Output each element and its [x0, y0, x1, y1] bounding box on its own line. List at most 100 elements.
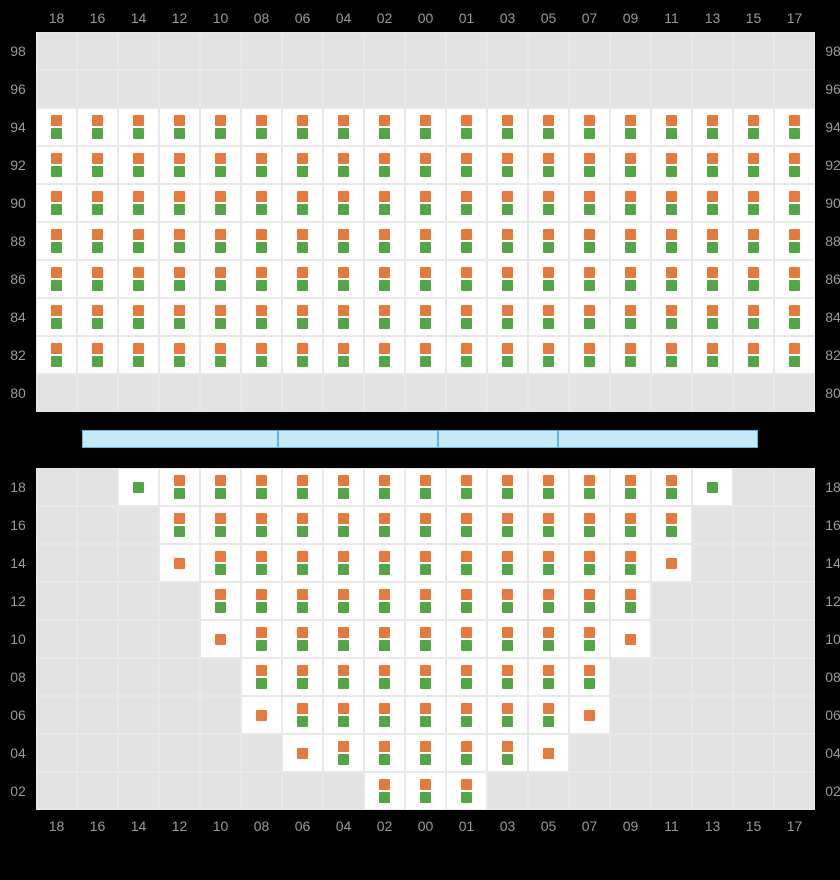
seat-cell[interactable]	[323, 468, 364, 506]
seat-cell[interactable]	[364, 696, 405, 734]
seat-cell[interactable]	[364, 260, 405, 298]
seat-cell[interactable]	[241, 696, 282, 734]
seat-cell[interactable]	[774, 184, 815, 222]
seat-cell[interactable]	[200, 582, 241, 620]
seat-cell[interactable]	[118, 468, 159, 506]
seat-cell[interactable]	[364, 336, 405, 374]
seat-cell[interactable]	[118, 146, 159, 184]
seat-cell[interactable]	[323, 544, 364, 582]
seat-cell[interactable]	[159, 184, 200, 222]
seat-cell[interactable]	[569, 298, 610, 336]
seat-cell[interactable]	[528, 582, 569, 620]
seat-cell[interactable]	[774, 260, 815, 298]
seat-cell[interactable]	[241, 184, 282, 222]
seat-cell[interactable]	[282, 336, 323, 374]
seat-cell[interactable]	[159, 260, 200, 298]
seat-cell[interactable]	[569, 658, 610, 696]
seat-cell[interactable]	[610, 222, 651, 260]
seat-cell[interactable]	[692, 468, 733, 506]
seat-cell[interactable]	[200, 506, 241, 544]
seat-cell[interactable]	[569, 620, 610, 658]
seat-cell[interactable]	[200, 184, 241, 222]
seat-cell[interactable]	[651, 336, 692, 374]
seat-cell[interactable]	[405, 620, 446, 658]
seat-cell[interactable]	[569, 184, 610, 222]
seat-cell[interactable]	[241, 506, 282, 544]
seat-cell[interactable]	[241, 544, 282, 582]
seat-cell[interactable]	[241, 222, 282, 260]
seat-cell[interactable]	[77, 146, 118, 184]
seat-cell[interactable]	[651, 222, 692, 260]
seat-cell[interactable]	[446, 468, 487, 506]
seat-cell[interactable]	[323, 298, 364, 336]
seat-cell[interactable]	[692, 184, 733, 222]
seat-cell[interactable]	[282, 222, 323, 260]
seat-cell[interactable]	[446, 544, 487, 582]
seat-cell[interactable]	[36, 222, 77, 260]
seat-cell[interactable]	[364, 582, 405, 620]
seat-cell[interactable]	[487, 184, 528, 222]
seat-cell[interactable]	[446, 336, 487, 374]
seat-cell[interactable]	[446, 260, 487, 298]
seat-cell[interactable]	[446, 734, 487, 772]
seat-cell[interactable]	[610, 260, 651, 298]
seat-cell[interactable]	[569, 582, 610, 620]
seat-cell[interactable]	[241, 336, 282, 374]
seat-cell[interactable]	[77, 222, 118, 260]
seat-cell[interactable]	[651, 146, 692, 184]
seat-cell[interactable]	[159, 222, 200, 260]
seat-cell[interactable]	[487, 696, 528, 734]
seat-cell[interactable]	[487, 222, 528, 260]
seat-cell[interactable]	[77, 336, 118, 374]
seat-cell[interactable]	[241, 468, 282, 506]
seat-cell[interactable]	[487, 620, 528, 658]
seat-cell[interactable]	[118, 298, 159, 336]
seat-cell[interactable]	[200, 222, 241, 260]
seat-cell[interactable]	[692, 260, 733, 298]
seat-cell[interactable]	[528, 620, 569, 658]
seat-cell[interactable]	[323, 146, 364, 184]
seat-cell[interactable]	[159, 506, 200, 544]
seat-cell[interactable]	[36, 146, 77, 184]
seat-cell[interactable]	[241, 108, 282, 146]
seat-cell[interactable]	[569, 468, 610, 506]
seat-cell[interactable]	[282, 582, 323, 620]
seat-cell[interactable]	[364, 658, 405, 696]
seat-cell[interactable]	[774, 336, 815, 374]
seat-cell[interactable]	[323, 620, 364, 658]
seat-cell[interactable]	[118, 108, 159, 146]
seat-cell[interactable]	[118, 336, 159, 374]
seat-cell[interactable]	[569, 544, 610, 582]
seat-cell[interactable]	[487, 336, 528, 374]
seat-cell[interactable]	[528, 222, 569, 260]
seat-cell[interactable]	[241, 298, 282, 336]
seat-cell[interactable]	[323, 108, 364, 146]
seat-cell[interactable]	[159, 298, 200, 336]
seat-cell[interactable]	[282, 146, 323, 184]
seat-cell[interactable]	[364, 506, 405, 544]
seat-cell[interactable]	[77, 184, 118, 222]
seat-cell[interactable]	[36, 108, 77, 146]
seat-cell[interactable]	[528, 108, 569, 146]
seat-cell[interactable]	[651, 108, 692, 146]
seat-cell[interactable]	[200, 544, 241, 582]
seat-cell[interactable]	[200, 336, 241, 374]
seat-cell[interactable]	[241, 658, 282, 696]
seat-cell[interactable]	[610, 582, 651, 620]
seat-cell[interactable]	[528, 734, 569, 772]
seat-cell[interactable]	[528, 506, 569, 544]
seat-cell[interactable]	[405, 544, 446, 582]
seat-cell[interactable]	[405, 108, 446, 146]
seat-cell[interactable]	[323, 184, 364, 222]
seat-cell[interactable]	[77, 260, 118, 298]
seat-cell[interactable]	[733, 260, 774, 298]
seat-cell[interactable]	[159, 146, 200, 184]
seat-cell[interactable]	[569, 336, 610, 374]
seat-cell[interactable]	[282, 506, 323, 544]
seat-cell[interactable]	[446, 298, 487, 336]
seat-cell[interactable]	[200, 620, 241, 658]
seat-cell[interactable]	[405, 696, 446, 734]
seat-cell[interactable]	[528, 336, 569, 374]
seat-cell[interactable]	[446, 146, 487, 184]
seat-cell[interactable]	[733, 222, 774, 260]
